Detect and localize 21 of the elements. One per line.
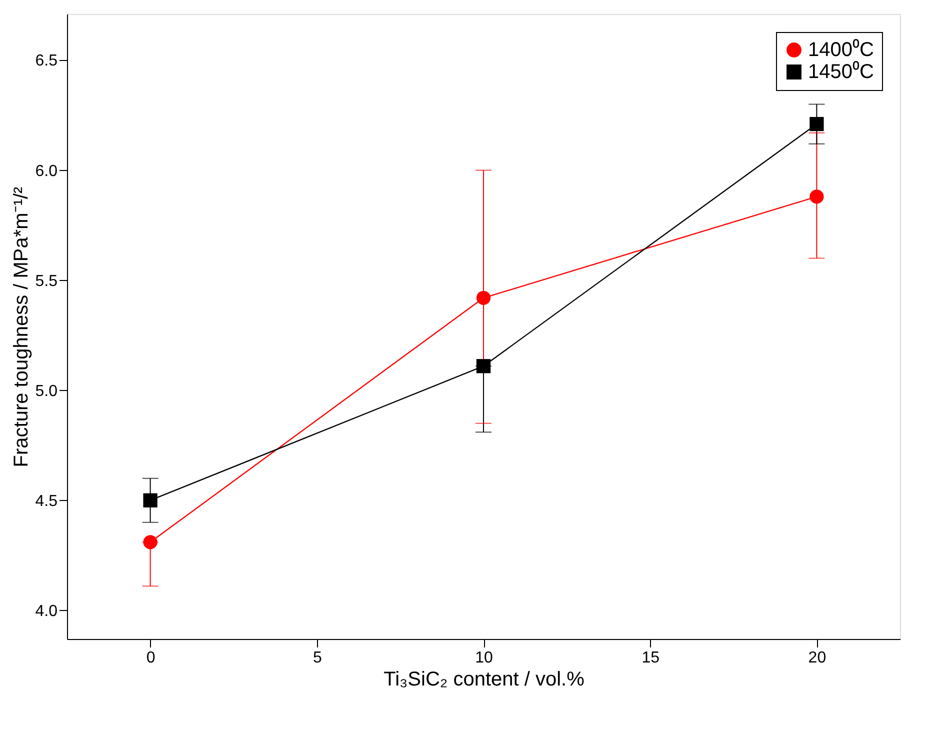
y-tick-label: 5.0 xyxy=(35,382,58,400)
x-tick-label: 0 xyxy=(146,650,156,666)
x-axis-title: Ti₃SiC₂ content / vol.% xyxy=(384,668,585,690)
point xyxy=(810,116,824,132)
legend-label: 1400⁰C xyxy=(808,38,874,61)
y-tick-label: 6.5 xyxy=(35,52,58,70)
point xyxy=(143,535,158,550)
y-tick-label: 4.0 xyxy=(35,602,58,620)
x-tick-label: 15 xyxy=(642,650,660,666)
y-axis-title: Fracture toughness / MPa*m⁻¹/² xyxy=(10,186,32,468)
point xyxy=(143,493,158,508)
y-tick-label: 4.5 xyxy=(35,492,58,510)
x-tick-label: 20 xyxy=(808,650,826,666)
x-tick-label: 5 xyxy=(312,650,322,666)
point xyxy=(476,359,491,374)
x-tick-label: 10 xyxy=(475,650,493,666)
legend-label: 1450⁰C xyxy=(808,60,874,83)
y-tick-label: 6.0 xyxy=(35,162,58,180)
point xyxy=(476,290,491,305)
point xyxy=(810,190,824,204)
y-tick-label: 5.5 xyxy=(35,272,58,290)
